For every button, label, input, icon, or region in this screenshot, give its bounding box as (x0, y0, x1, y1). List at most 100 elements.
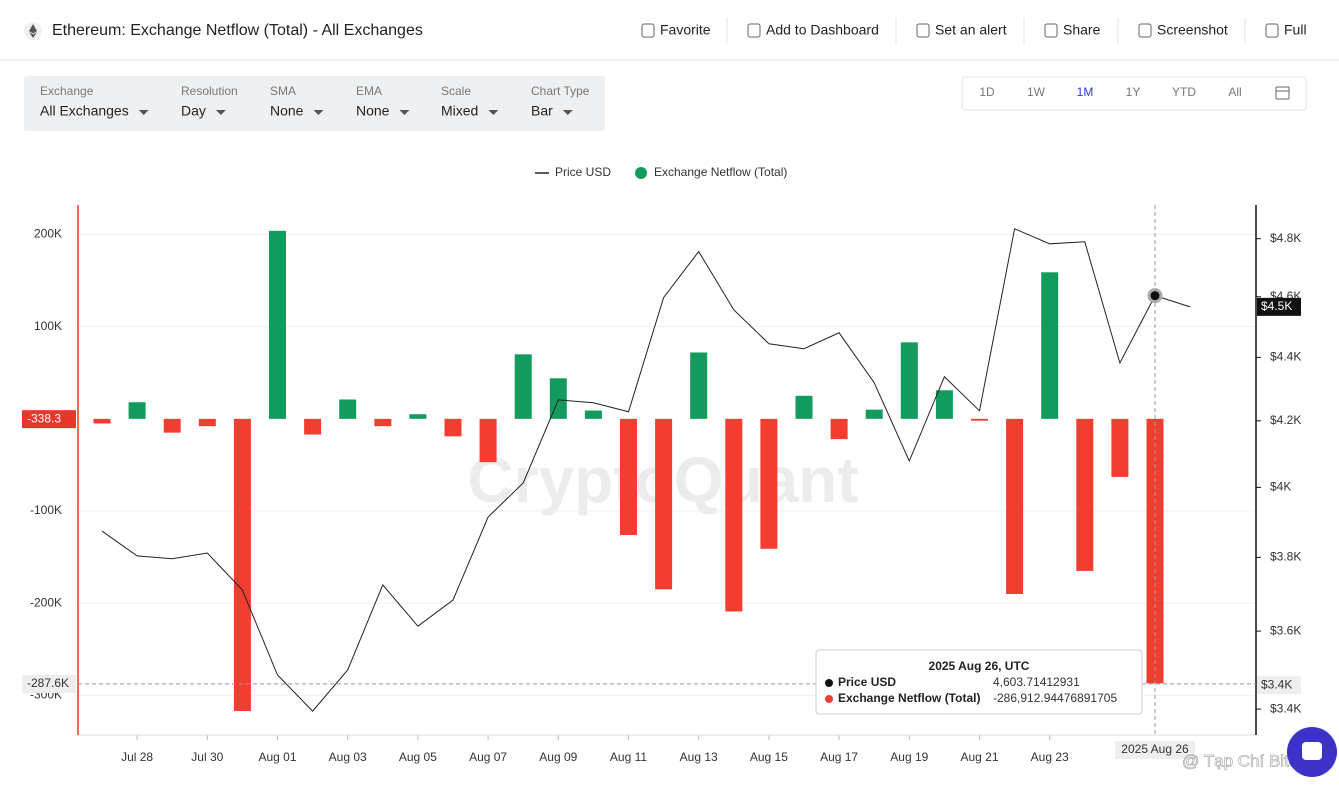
bar (233, 418, 251, 712)
control-value[interactable]: All Exchanges (40, 103, 129, 119)
action-icon[interactable] (641, 23, 655, 38)
controls-bar (24, 76, 605, 131)
crosshair-date-box (1115, 741, 1195, 759)
control-value[interactable]: None (356, 103, 390, 119)
axis-value-box (22, 410, 76, 429)
bar (830, 418, 848, 440)
control-label: Exchange (40, 84, 94, 98)
bar (900, 342, 918, 419)
action-button[interactable]: Full (1284, 22, 1307, 38)
dropdown-caret (562, 110, 573, 115)
action-icon[interactable] (1138, 23, 1152, 38)
bar (971, 418, 988, 421)
bar (760, 418, 778, 549)
bar (620, 418, 637, 535)
dropdown-caret (215, 110, 226, 115)
bar (655, 418, 673, 590)
action-button[interactable]: Share (1063, 22, 1101, 38)
bar (865, 409, 883, 419)
control-value[interactable]: None (270, 103, 304, 119)
y-tick-label: -200K (30, 595, 62, 609)
bar (269, 230, 286, 419)
dropdown-caret (399, 110, 410, 115)
crosshair-date: 2025 Aug 26 (1121, 742, 1189, 756)
x-tick-label: Aug 03 (329, 750, 367, 764)
x-tick-label: Aug 09 (539, 750, 577, 764)
action-button[interactable]: Favorite (660, 22, 711, 38)
x-tick-label: Jul 28 (121, 750, 153, 764)
x-tick-label: Aug 05 (399, 750, 437, 764)
control-value[interactable]: Mixed (441, 103, 478, 119)
bar (93, 418, 111, 424)
axis-value-label: $4.5K (1261, 299, 1292, 313)
tooltip-name: Price USD (838, 675, 896, 689)
y2-tick-label: $4K (1270, 480, 1291, 494)
axis-value-box (22, 674, 76, 693)
action-icon[interactable] (916, 23, 930, 38)
control-value[interactable]: Bar (531, 103, 553, 119)
bar (444, 418, 462, 437)
credit: @ Tạp Chí Bitcoin (1182, 751, 1320, 770)
control-label: Scale (441, 84, 471, 98)
range-button[interactable]: All (1228, 85, 1241, 99)
y2-tick-label: $3.4K (1270, 701, 1301, 715)
bar (725, 418, 743, 612)
tooltip-value: -286,912.94476891705 (993, 691, 1117, 705)
calendar-icon[interactable] (1275, 86, 1290, 100)
bar (163, 418, 181, 433)
bar (1006, 418, 1024, 594)
y2-tick-label: $4.8K (1270, 231, 1301, 245)
x-tick-label: Aug 11 (610, 750, 647, 764)
range-button[interactable]: 1W (1027, 85, 1046, 99)
action-button[interactable]: Add to Dashboard (766, 22, 879, 38)
x-tick-label: Aug 07 (469, 750, 507, 764)
y2-tick-label: $4.2K (1270, 413, 1301, 427)
bar (198, 418, 216, 427)
x-tick-label: Aug 19 (890, 750, 928, 764)
legend-dot (635, 167, 647, 179)
range-button[interactable]: YTD (1172, 85, 1196, 99)
control-label: Chart Type (531, 84, 590, 98)
y-tick-label: 100K (34, 319, 62, 333)
action-icon[interactable] (1265, 23, 1279, 38)
x-tick-label: Aug 13 (680, 750, 718, 764)
action-button[interactable]: Screenshot (1157, 22, 1228, 38)
x-tick-label: Aug 21 (960, 750, 998, 764)
control-label: SMA (270, 84, 296, 98)
bar (514, 354, 532, 419)
tooltip-dot (825, 695, 833, 703)
y-tick-label: 200K (34, 227, 62, 241)
y2-tick-label: $4.4K (1270, 350, 1301, 364)
range-button[interactable]: 1D (979, 85, 995, 99)
control-value[interactable]: Day (181, 103, 206, 119)
action-button[interactable]: Set an alert (935, 22, 1007, 38)
bar (128, 402, 146, 419)
range-bar (961, 76, 1307, 111)
bar (479, 418, 497, 463)
tooltip-value: 4,603.71412931 (993, 675, 1080, 689)
bar (690, 352, 708, 419)
control-label: EMA (356, 84, 382, 98)
range-button[interactable]: 1M (1077, 85, 1094, 99)
x-tick-label: Jul 30 (191, 750, 223, 764)
range-button[interactable]: 1Y (1126, 85, 1141, 99)
action-icon[interactable] (1044, 23, 1058, 38)
x-tick-label: Aug 15 (750, 750, 788, 764)
bar (304, 418, 322, 435)
eth-icon (24, 22, 42, 40)
legend-label[interactable]: Price USD (555, 165, 611, 179)
chat-icon[interactable] (1302, 742, 1322, 760)
axis-value-box (1257, 676, 1301, 695)
bar (374, 418, 392, 427)
tooltip-dot (825, 679, 833, 687)
action-icon[interactable] (747, 23, 761, 38)
bar (584, 410, 602, 419)
x-tick-label: Aug 01 (258, 750, 296, 764)
top-bar (0, 0, 1339, 60)
dropdown-caret (488, 110, 499, 115)
bar (339, 399, 357, 419)
axis-value-label: -287.6K (27, 676, 69, 690)
tooltip-title: 2025 Aug 26, UTC (929, 659, 1030, 673)
bar (1111, 418, 1129, 477)
legend-label[interactable]: Exchange Netflow (Total) (654, 165, 787, 179)
